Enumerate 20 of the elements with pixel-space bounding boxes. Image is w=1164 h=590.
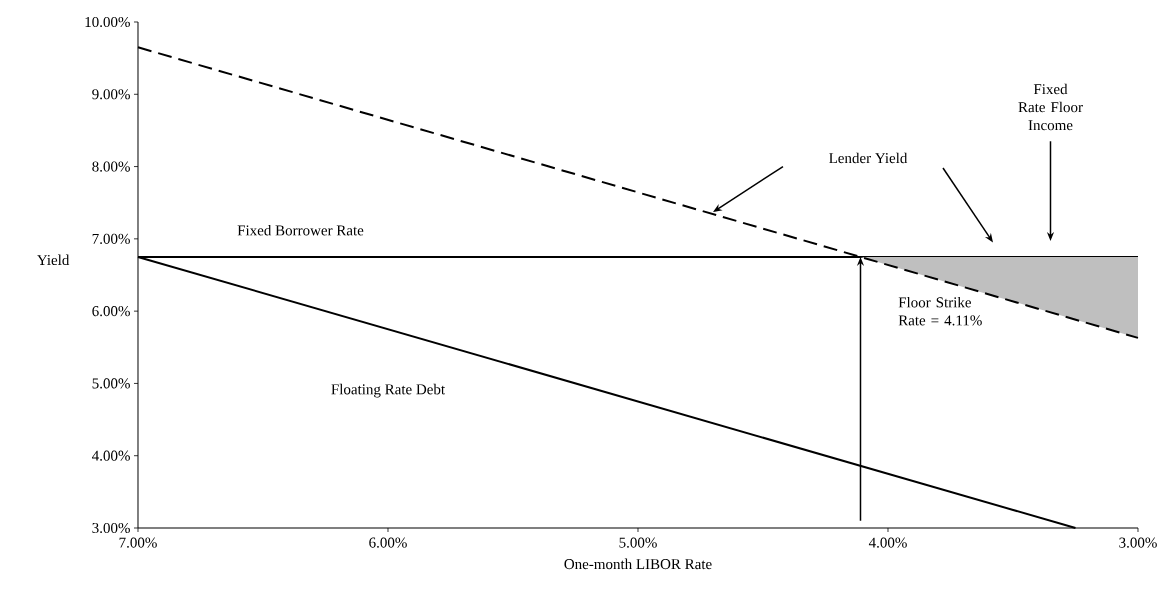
- y-tick-label: 7.00%: [92, 233, 130, 244]
- x-tick-label: 4.00%: [868, 537, 907, 548]
- series-label: Fixed Borrower Rate: [237, 224, 364, 236]
- x-axis-title: One-month LIBOR Rate: [564, 558, 712, 570]
- annotation: Floor Strike Rate = 4.11%: [898, 296, 982, 326]
- y-tick-label: 3.00%: [92, 522, 130, 534]
- y-tick-label: 10.00%: [85, 16, 130, 28]
- x-tick-label: 6.00%: [369, 537, 407, 548]
- y-tick-label: 4.00%: [92, 450, 130, 461]
- x-tick-label: 3.00%: [1119, 537, 1157, 548]
- text: Floating Rate Debt: [331, 383, 445, 398]
- y-axis-title: Yield: [37, 254, 70, 266]
- y-tick-label: 6.00%: [92, 306, 130, 317]
- y-tick-label: 8.00%: [92, 161, 130, 172]
- x-tick-label: 5.00%: [619, 537, 657, 548]
- annotation: Lender Yield: [829, 152, 908, 164]
- y-tick-label: 5.00%: [92, 378, 130, 389]
- y-tick-label: 9.00%: [92, 89, 130, 100]
- x-tick-label: 7.00%: [119, 537, 157, 548]
- annotation: Fixed Rate Floor Income: [1018, 83, 1083, 131]
